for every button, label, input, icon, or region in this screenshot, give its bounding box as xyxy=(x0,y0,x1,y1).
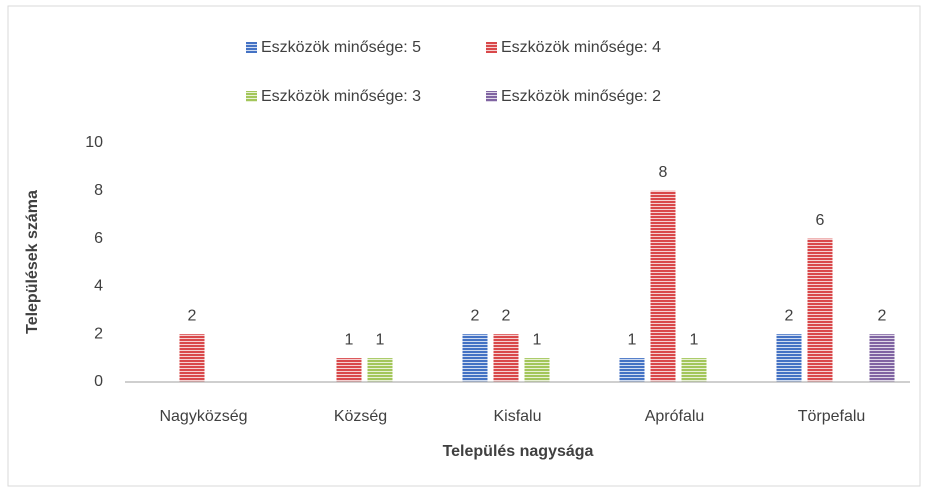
bar xyxy=(462,334,488,382)
data-label: 2 xyxy=(878,307,887,324)
bar xyxy=(524,358,550,382)
bar xyxy=(807,238,833,382)
y-axis-title: Települések száma xyxy=(24,190,41,334)
bar xyxy=(869,334,895,382)
y-tick-label: 8 xyxy=(94,182,103,199)
legend-swatch xyxy=(246,91,257,102)
data-label: 1 xyxy=(345,331,354,348)
y-tick-label: 10 xyxy=(85,134,103,151)
legend-swatch xyxy=(246,42,257,53)
legend-label: Eszközök minősége: 4 xyxy=(501,39,661,56)
data-label: 1 xyxy=(376,331,385,348)
x-tick-label: Aprófalu xyxy=(645,408,705,425)
data-label: 2 xyxy=(502,307,511,324)
x-axis-title: Település nagysága xyxy=(443,443,594,460)
legend-swatch xyxy=(486,42,497,53)
bar xyxy=(776,334,802,382)
y-tick-label: 2 xyxy=(94,325,103,342)
legend-swatch xyxy=(486,91,497,102)
legend-label: Eszközök minősége: 3 xyxy=(261,88,421,105)
bar xyxy=(493,334,519,382)
data-label: 1 xyxy=(533,331,542,348)
legend-label: Eszközök minősége: 2 xyxy=(501,88,661,105)
bar xyxy=(336,358,362,382)
x-tick-label: Törpefalu xyxy=(798,408,866,425)
bar xyxy=(179,334,205,382)
data-label: 6 xyxy=(816,212,825,229)
y-tick-label: 4 xyxy=(94,278,103,295)
data-label: 1 xyxy=(690,331,699,348)
data-label: 2 xyxy=(785,307,794,324)
x-tick-label: Község xyxy=(334,408,387,425)
data-label: 2 xyxy=(188,307,197,324)
bar xyxy=(681,358,707,382)
data-label: 1 xyxy=(628,331,637,348)
bar xyxy=(367,358,393,382)
legend-label: Eszközök minősége: 5 xyxy=(261,39,421,56)
y-tick-label: 6 xyxy=(94,230,103,247)
chart-frame xyxy=(7,5,921,487)
data-label: 2 xyxy=(471,307,480,324)
bar xyxy=(619,358,645,382)
bar xyxy=(650,190,676,382)
x-tick-label: Nagyközség xyxy=(159,408,247,425)
x-tick-label: Kisfalu xyxy=(493,408,541,425)
data-label: 8 xyxy=(659,164,668,181)
y-tick-label: 0 xyxy=(94,373,103,390)
